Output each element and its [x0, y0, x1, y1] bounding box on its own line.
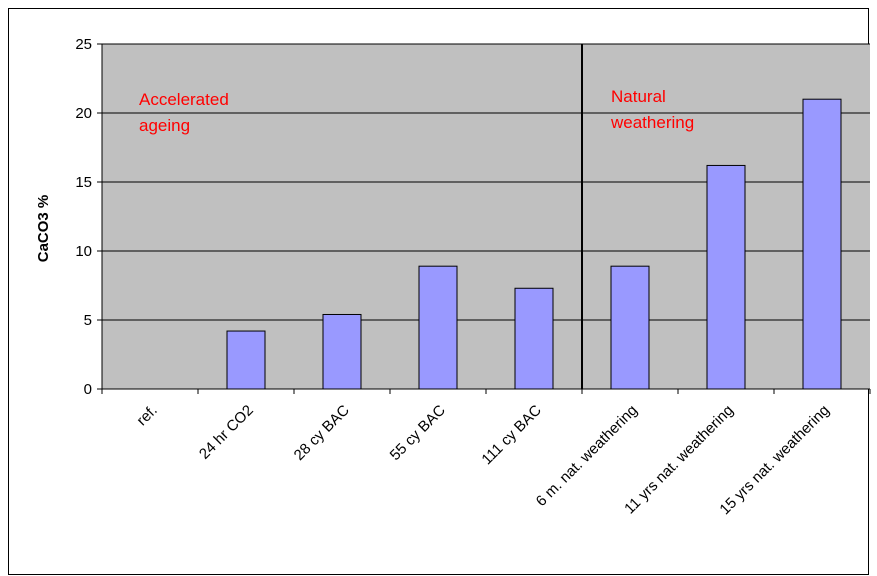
annotation-0: Accelerated ageing: [139, 90, 229, 135]
axes: [97, 43, 871, 394]
bar-5: [610, 265, 650, 390]
bar-4: [514, 287, 554, 390]
bar-6: [706, 164, 746, 390]
bar-2: [322, 313, 362, 390]
x-tick-labels: ref. 24 hr CO2 28 cy BAC 55 cy BAC 111 cy BA…: [133, 402, 832, 518]
y-tick-label: 0: [84, 381, 92, 398]
y-tick-label: 20: [75, 105, 92, 122]
x-tick-label: 11 yrs nat. weathering: [621, 402, 737, 518]
bar-1: [226, 330, 266, 390]
bar-3: [418, 265, 458, 390]
y-tick-label: 15: [75, 174, 92, 191]
x-tick-label: 15 yrs nat. weathering: [716, 402, 832, 518]
y-axis-title: CaCO3 %: [35, 195, 52, 263]
y-tick-label: 10: [75, 243, 92, 260]
y-tick-label: 5: [84, 312, 92, 329]
x-tick-label: 24 hr CO2: [196, 402, 257, 463]
x-tick-label: ref.: [133, 402, 160, 429]
y-tick-labels: 0 5 10 15 20 25: [75, 36, 92, 398]
annotations: Accelerated ageing Natural weathering: [139, 87, 694, 135]
bars: [226, 98, 842, 390]
y-tick-label: 25: [75, 36, 92, 53]
x-tick-label: 28 cy BAC: [291, 402, 353, 464]
x-tick-label: 55 cy BAC: [387, 402, 449, 464]
x-tick-label: 6 m. nat. weathering: [533, 402, 641, 510]
annotation-1: Natural weathering: [610, 87, 694, 132]
x-tick-label: 111 cy BAC: [478, 402, 545, 469]
bar-7: [802, 98, 842, 390]
